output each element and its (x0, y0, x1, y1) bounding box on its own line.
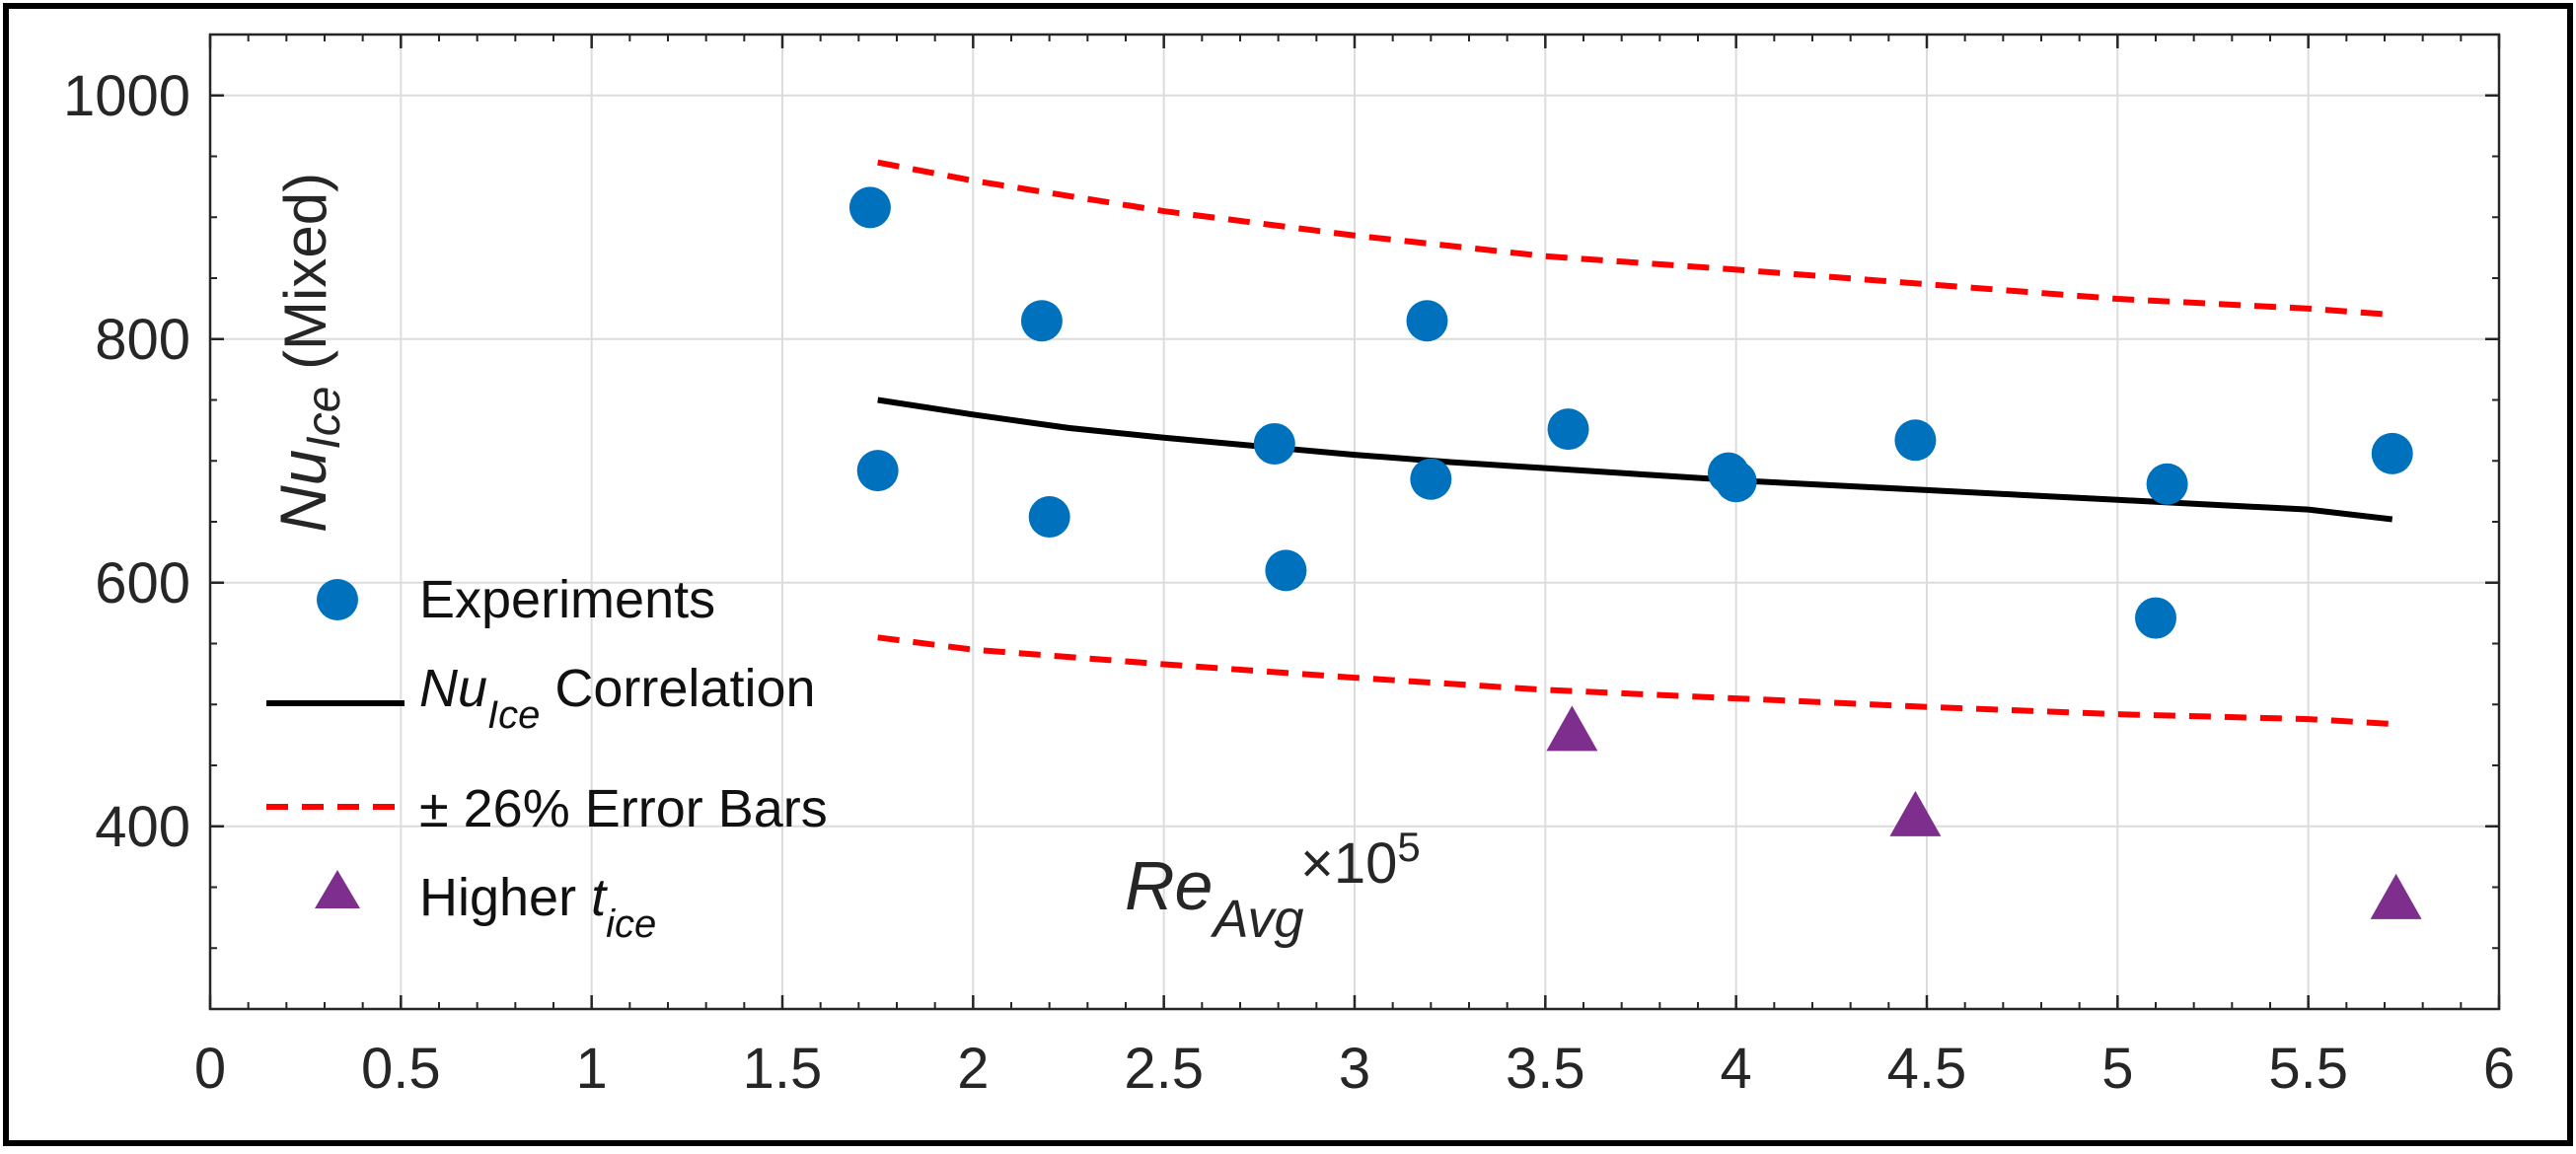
x-tick-label: 6 (2483, 1037, 2515, 1101)
legend-experiments-marker (317, 579, 358, 620)
series-layer (848, 159, 2422, 919)
x-tick-label: 3 (1339, 1037, 1370, 1101)
legend-error-bars-label: ± 26% Error Bars (419, 779, 828, 838)
correlation-line (877, 397, 2393, 523)
experiment-point (848, 186, 891, 229)
experiment-point (1020, 300, 1063, 342)
x-axis-title: ReAvg (1125, 847, 1304, 949)
x-tick-label: 0.5 (361, 1037, 441, 1101)
x-tick-label: 1 (576, 1037, 608, 1101)
experiment-point (2371, 432, 2413, 474)
y-tick-label: 800 (95, 308, 190, 372)
experiment-point (856, 450, 899, 492)
experiment-point (1715, 461, 1757, 503)
error-bar-lower-line (877, 634, 2392, 728)
experiment-point (1253, 422, 1295, 465)
legend: Experiments NuIce Correlation ± 26% Erro… (266, 570, 828, 946)
x-tick-label: 5.5 (2268, 1037, 2348, 1101)
experiment-point (1265, 549, 1307, 592)
higher-tice-point (2370, 873, 2422, 919)
x-tick-label: 5 (2101, 1037, 2133, 1101)
grid (209, 35, 2500, 1009)
experiment-point (2135, 597, 2176, 639)
y-tick-label: 1000 (63, 64, 190, 128)
x-tick-label: 2 (957, 1037, 989, 1101)
legend-higher-marker (315, 870, 360, 908)
x-tick-label: 1.5 (743, 1037, 823, 1101)
higher-tice-point (1546, 705, 1598, 752)
tick-labels: 0 0.5 1 1.5 2 2.5 3 3.5 4 4.5 5 5.5 6 400 600 800 1000 (63, 64, 2515, 1101)
x-tick-label: 0 (194, 1037, 226, 1101)
higher-tice-point (1889, 790, 1942, 836)
y-tick-label: 400 (95, 795, 190, 859)
legend-experiments-label: Experiments (419, 570, 715, 629)
y-tick-label: 600 (95, 551, 190, 615)
x-tick-label: 4 (1721, 1037, 1752, 1101)
experiment-point (1406, 300, 1448, 342)
experiment-point (1410, 458, 1452, 500)
x-tick-label: 2.5 (1124, 1037, 1204, 1101)
x-axis-multiplier: ×105 (1300, 824, 1421, 896)
x-tick-label: 4.5 (1887, 1037, 1967, 1101)
x-tick-label: 3.5 (1506, 1037, 1585, 1101)
legend-higher-label: Higher tice (419, 868, 656, 946)
experiment-point (2146, 463, 2188, 505)
experiment-point (1894, 419, 1937, 462)
experiment-point (1028, 496, 1070, 539)
error-bar-upper-line (877, 159, 2392, 319)
legend-correlation-label: NuIce Correlation (419, 659, 816, 737)
experiment-point (1547, 408, 1589, 451)
y-axis-title: NuIce (Mixed) (266, 173, 350, 533)
ticks (208, 35, 2501, 1009)
